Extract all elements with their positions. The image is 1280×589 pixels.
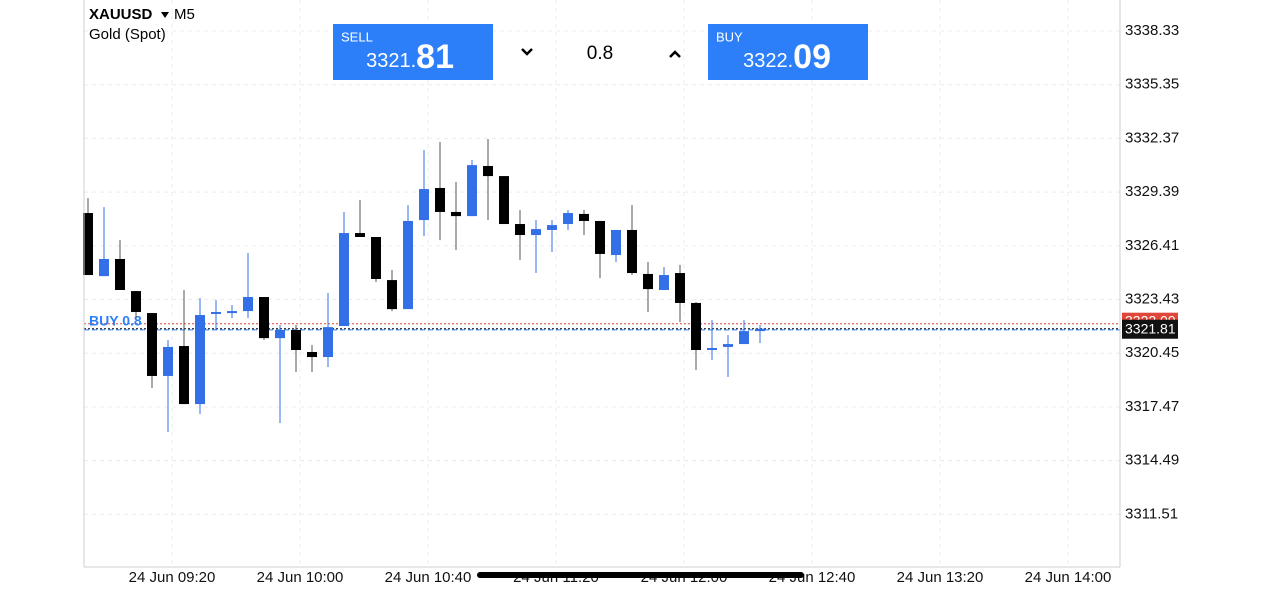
candle-body: [195, 315, 205, 405]
candle-body: [99, 258, 109, 277]
candle-body: [755, 328, 765, 332]
candle-body: [355, 233, 365, 238]
candle-body: [307, 351, 317, 358]
y-tick-label: 3332.37: [1125, 129, 1179, 146]
candle-body: [371, 237, 381, 279]
y-tick-label: 3320.45: [1125, 344, 1179, 361]
y-tick-label: 3335.35: [1125, 76, 1179, 93]
candle-body: [659, 275, 669, 290]
y-tick-label: 3311.51: [1125, 505, 1178, 522]
candle-body: [211, 311, 221, 314]
y-tick-label: 3323.43: [1125, 291, 1179, 308]
buy-price: 3322.09: [743, 38, 831, 76]
candle-body: [707, 348, 717, 351]
symbol-dropdown-icon[interactable]: [161, 12, 169, 18]
candle-body: [419, 189, 429, 221]
sell-price: 3321.81: [366, 38, 454, 76]
candle-body: [595, 220, 605, 254]
candle-body: [499, 176, 509, 225]
candle-body: [563, 213, 573, 225]
candle-body: [83, 213, 93, 276]
sell-label: SELL: [341, 29, 373, 44]
candle-body: [291, 329, 301, 351]
candle-body: [115, 258, 125, 290]
x-tick-label: 24 Jun 10:00: [257, 569, 344, 586]
timeframe[interactable]: M5: [174, 6, 195, 23]
y-tick-label: 3338.33: [1125, 22, 1179, 39]
candle-body: [451, 211, 461, 217]
candle-body: [739, 331, 749, 345]
buy-button[interactable]: [708, 24, 868, 80]
buy-label: BUY: [716, 29, 743, 44]
bid-price-label: 3321.81: [1125, 320, 1176, 336]
volume-decrease[interactable]: [521, 48, 533, 56]
y-tick-label: 3326.41: [1125, 237, 1179, 254]
candle-body: [339, 233, 349, 327]
buy-price-big: 09: [793, 38, 831, 76]
candle-body: [259, 297, 269, 339]
volume-increase[interactable]: [669, 50, 681, 58]
instrument-name: Gold (Spot): [89, 26, 166, 43]
candle-body: [147, 313, 157, 376]
candle-body: [691, 302, 701, 351]
candle-body: [627, 229, 637, 274]
candle-body: [579, 213, 589, 221]
x-tick-label: 24 Jun 10:40: [385, 569, 472, 586]
x-tick-label: 24 Jun 13:20: [897, 569, 984, 586]
candle-body: [163, 346, 173, 376]
candle-body: [179, 346, 189, 405]
candle-body: [723, 344, 733, 347]
candle-body: [483, 165, 493, 177]
y-tick-label: 3329.39: [1125, 183, 1179, 200]
candle-body: [131, 291, 141, 312]
volume[interactable]: 0.8: [587, 43, 613, 64]
candle-body: [467, 165, 477, 217]
candle-body: [611, 229, 621, 256]
candle-body: [323, 327, 333, 358]
sell-price-main: 3321.: [366, 50, 416, 72]
sell-button[interactable]: [333, 24, 493, 80]
candle-body: [403, 220, 413, 310]
candle-body: [227, 311, 237, 314]
sell-price-big: 81: [416, 38, 454, 76]
candle-body: [243, 297, 253, 312]
candle-body: [675, 273, 685, 303]
home-indicator: [477, 572, 804, 578]
candle-body: [387, 280, 397, 310]
candle-body: [515, 224, 525, 236]
x-tick-label: 24 Jun 09:20: [129, 569, 216, 586]
candle-body: [275, 329, 285, 339]
candle-body: [531, 229, 541, 236]
position-label: BUY 0.8: [89, 313, 142, 329]
candle-body: [643, 273, 653, 290]
buy-price-main: 3322.: [743, 50, 793, 72]
symbol[interactable]: XAUUSD: [89, 6, 153, 23]
candle-body: [435, 187, 445, 212]
y-tick-label: 3314.49: [1125, 452, 1179, 469]
y-tick-label: 3317.47: [1125, 398, 1179, 415]
bid-price-box: [1122, 319, 1178, 339]
candle-body: [547, 225, 557, 230]
x-tick-label: 24 Jun 14:00: [1025, 569, 1112, 586]
